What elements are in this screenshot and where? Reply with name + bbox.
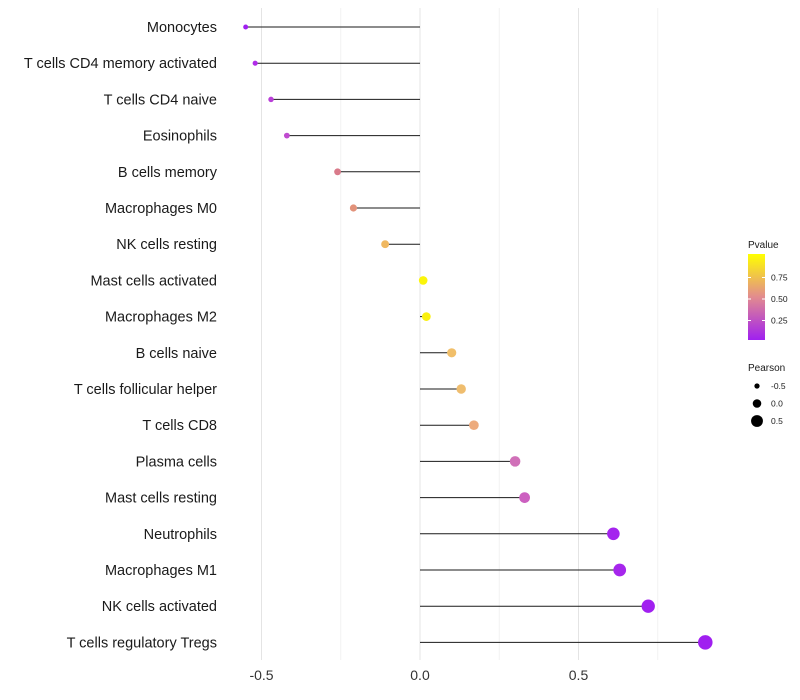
colorbar-tick-label: 0.75 xyxy=(771,273,788,283)
row-label: B cells memory xyxy=(118,165,218,181)
lollipop-point xyxy=(641,599,655,613)
lollipop-point xyxy=(519,492,530,503)
row-label: Eosinophils xyxy=(143,129,217,145)
pearson-legend-title: Pearson xyxy=(748,363,785,374)
size-legend-label: -0.5 xyxy=(771,381,786,391)
lollipop-point xyxy=(421,312,431,321)
colorbar-tick-label: 0.50 xyxy=(771,294,788,304)
pvalue-legend-title: Pvalue xyxy=(748,240,779,251)
lollipop-point xyxy=(456,384,466,394)
lollipop-point xyxy=(447,348,457,358)
row-label: NK cells activated xyxy=(102,599,217,615)
row-label: Macrophages M1 xyxy=(105,563,217,579)
lollipop-point xyxy=(349,204,358,212)
lollipop-point xyxy=(613,563,627,577)
lollipop-point xyxy=(243,24,249,30)
row-label: T cells follicular helper xyxy=(74,382,217,398)
row-label: NK cells resting xyxy=(116,237,217,253)
row-label: Plasma cells xyxy=(136,454,217,470)
size-legend-point xyxy=(751,415,763,427)
lollipop-point xyxy=(283,132,290,139)
row-label: B cells naive xyxy=(136,346,217,362)
size-legend-label: 0.5 xyxy=(771,416,783,426)
lollipop-point xyxy=(698,635,713,650)
row-label: T cells CD8 xyxy=(142,418,217,434)
x-tick-label: -0.5 xyxy=(249,667,273,683)
size-legend-point xyxy=(752,399,762,408)
row-label: T cells regulatory Tregs xyxy=(67,635,217,651)
lollipop-point xyxy=(607,527,620,541)
lollipop-point xyxy=(334,168,342,176)
row-label: Monocytes xyxy=(147,20,217,36)
size-legend-label: 0.0 xyxy=(771,399,783,409)
lollipop-point xyxy=(268,96,274,103)
x-tick-label: 0.0 xyxy=(410,667,430,683)
row-label: T cells CD4 naive xyxy=(104,92,217,108)
colorbar-tick-label: 0.25 xyxy=(771,316,788,326)
pvalue-colorbar xyxy=(748,254,765,340)
x-tick-label: 0.5 xyxy=(569,667,589,683)
row-label: Macrophages M2 xyxy=(105,310,217,326)
lollipop-point xyxy=(418,276,428,285)
row-label: T cells CD4 memory activated xyxy=(24,56,217,72)
row-label: Macrophages M0 xyxy=(105,201,217,217)
row-label: Mast cells activated xyxy=(90,273,217,289)
row-label: Mast cells resting xyxy=(105,491,217,507)
lollipop-point xyxy=(469,420,479,431)
lollipop-point xyxy=(381,240,390,249)
lollipop-point xyxy=(509,456,521,467)
lollipop-point xyxy=(252,60,258,66)
row-label: Neutrophils xyxy=(144,527,217,543)
size-legend-point xyxy=(754,383,760,389)
